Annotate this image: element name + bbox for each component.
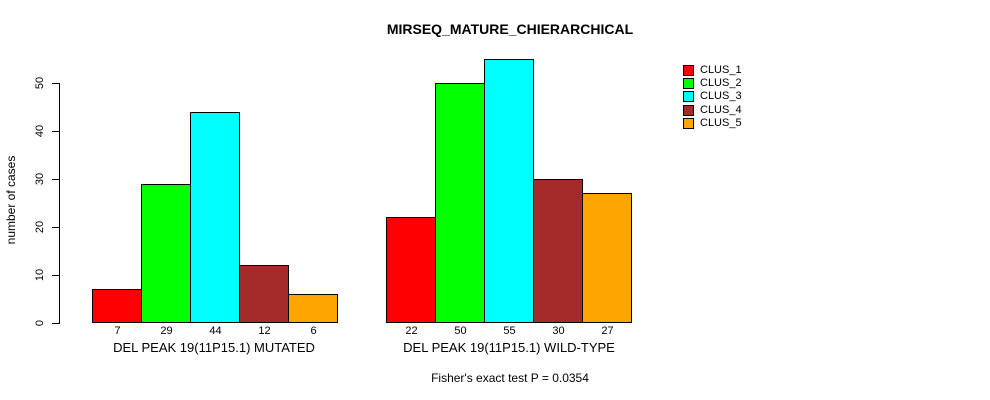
chart-title: MIRSEQ_MATURE_CHIERARCHICAL <box>386 21 634 37</box>
bar-value-label: 27 <box>601 325 614 337</box>
fisher-test-annotation: Fisher's exact test P = 0.0354 <box>431 371 589 385</box>
bar-value-label: 29 <box>160 325 173 337</box>
y-axis-tick-label: 40 <box>34 124 46 138</box>
y-axis-tick <box>52 83 59 84</box>
y-axis-tick-label: 50 <box>34 76 46 90</box>
legend-swatch-CLUS_2 <box>683 78 694 90</box>
bar-CLUS_2-group2 <box>435 83 485 323</box>
y-axis-tick <box>52 275 59 276</box>
bar-CLUS_5-group2 <box>582 193 632 323</box>
bar-value-label: 12 <box>258 325 271 337</box>
legend-swatch-CLUS_1 <box>683 65 694 76</box>
bar-value-label: 7 <box>114 325 121 337</box>
legend-label-CLUS_2: CLUS_2 <box>700 77 742 90</box>
y-axis-tick <box>52 227 59 228</box>
bar-CLUS_1-group1 <box>92 289 142 323</box>
legend-label-CLUS_1: CLUS_1 <box>700 64 742 76</box>
y-axis-tick <box>52 179 59 180</box>
bar-value-label: 50 <box>454 325 467 337</box>
bar-value-label: 22 <box>405 325 418 337</box>
y-axis-line <box>59 83 60 324</box>
y-axis-tick-label: 20 <box>34 220 46 234</box>
bar-CLUS_5-group1 <box>288 294 338 323</box>
bar-CLUS_4-group2 <box>533 179 583 323</box>
y-axis-label: number of cases <box>4 155 18 245</box>
legend-label-CLUS_5: CLUS_5 <box>700 116 742 129</box>
legend-swatch-CLUS_5 <box>683 117 694 129</box>
group-label-wild-type: DEL PEAK 19(11P15.1) WILD-TYPE <box>403 340 615 355</box>
bar-CLUS_2-group1 <box>141 183 191 323</box>
bar-CLUS_3-group2 <box>484 59 534 323</box>
y-axis-tick <box>52 131 59 132</box>
legend-swatch-CLUS_3 <box>683 91 694 103</box>
y-axis-tick-label: 30 <box>34 172 46 186</box>
bar-CLUS_1-group2 <box>386 217 436 323</box>
y-axis-tick-label: 0 <box>34 319 46 327</box>
bar-CLUS_3-group1 <box>190 111 240 323</box>
legend-label-CLUS_4: CLUS_4 <box>700 103 742 116</box>
legend-label-CLUS_3: CLUS_3 <box>700 90 742 103</box>
y-axis-tick <box>52 323 59 324</box>
bar-value-label: 44 <box>209 325 222 337</box>
legend-swatch-CLUS_4 <box>683 104 694 116</box>
bar-value-label: 30 <box>552 325 565 337</box>
group-label-mutated: DEL PEAK 19(11P15.1) MUTATED <box>113 340 315 355</box>
y-axis-tick-label: 10 <box>34 268 46 282</box>
bar-CLUS_4-group1 <box>239 265 289 323</box>
bar-value-label: 55 <box>503 325 516 337</box>
bar-value-label: 6 <box>310 325 317 337</box>
